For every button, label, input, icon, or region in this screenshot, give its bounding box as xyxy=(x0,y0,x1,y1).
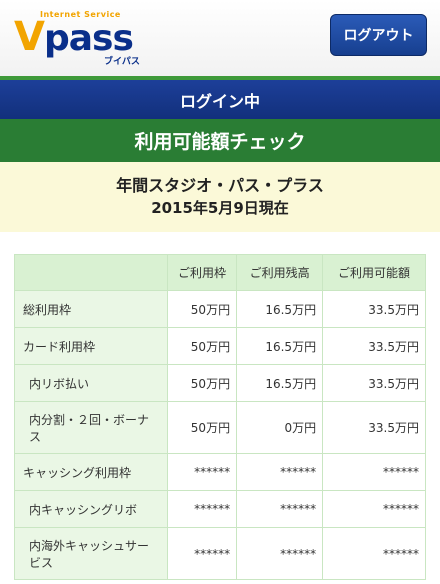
row-label: 総利用枠 xyxy=(14,290,168,328)
page-title-bar: 利用可能額チェック xyxy=(0,119,440,162)
row-label: カード利用枠 xyxy=(14,327,168,365)
cell-value: ****** xyxy=(166,453,238,491)
cell-value: ****** xyxy=(166,490,238,528)
logout-button[interactable]: ログアウト xyxy=(330,14,427,56)
logo-pass: pass xyxy=(43,18,134,59)
vpass-logo[interactable]: Internet Service Vpass ブイパス xyxy=(14,8,154,68)
cell-value: ****** xyxy=(236,490,324,528)
card-info: 年間スタジオ・パス・プラス 2015年5月9日現在 xyxy=(0,162,440,232)
cell-value: ****** xyxy=(322,527,426,580)
cell-value: 33.5万円 xyxy=(322,327,426,365)
as-of-date: 2015年5月9日現在 xyxy=(151,199,289,217)
cell-value: 16.5万円 xyxy=(236,364,324,402)
login-status-text: ログイン中 xyxy=(179,91,260,111)
row-label: 内リボ払い xyxy=(14,364,168,402)
cell-value: 33.5万円 xyxy=(322,290,426,328)
cell-value: 33.5万円 xyxy=(322,401,426,454)
cell-value: ****** xyxy=(236,527,324,580)
cell-value: 50万円 xyxy=(166,401,238,454)
table-row: 内キャッシングリボ ****** ****** ****** xyxy=(14,490,426,528)
logo-tagline: Internet Service xyxy=(40,10,121,19)
column-header: ご利用残高 xyxy=(236,254,324,291)
app-header: Internet Service Vpass ブイパス ログアウト xyxy=(0,0,440,76)
page-title: 利用可能額チェック xyxy=(134,131,306,153)
cell-value: ****** xyxy=(322,490,426,528)
cell-value: 0万円 xyxy=(236,401,324,454)
cell-value: ****** xyxy=(166,527,238,580)
header-divider xyxy=(0,76,440,80)
table-corner-cell xyxy=(14,254,168,291)
card-name: 年間スタジオ・パス・プラス xyxy=(116,176,324,195)
cell-value: 16.5万円 xyxy=(236,327,324,365)
cell-value: 33.5万円 xyxy=(322,364,426,402)
limits-table: ご利用枠 ご利用残高 ご利用可能額 総利用枠 50万円 16.5万円 33.5万… xyxy=(14,254,426,580)
table-header-row: ご利用枠 ご利用残高 ご利用可能額 xyxy=(14,254,426,291)
cell-value: 50万円 xyxy=(166,327,238,365)
table-row: 総利用枠 50万円 16.5万円 33.5万円 xyxy=(14,290,426,328)
cell-value: ****** xyxy=(322,453,426,491)
login-status-bar: ログイン中 xyxy=(0,80,440,119)
cell-value: 50万円 xyxy=(166,364,238,402)
table-row: カード利用枠 50万円 16.5万円 33.5万円 xyxy=(14,327,426,365)
table-row: 内リボ払い 50万円 16.5万円 33.5万円 xyxy=(14,364,426,402)
cell-value: ****** xyxy=(236,453,324,491)
row-label: キャッシング利用枠 xyxy=(14,453,168,491)
logo-wordmark: Vpass xyxy=(14,14,134,60)
logo-kana: ブイパス xyxy=(104,57,140,67)
cell-value: 50万円 xyxy=(166,290,238,328)
column-header: ご利用可能額 xyxy=(322,254,426,291)
column-header: ご利用枠 xyxy=(166,254,238,291)
table-row: 内分割・２回・ボーナス 50万円 0万円 33.5万円 xyxy=(14,401,426,454)
table-row: キャッシング利用枠 ****** ****** ****** xyxy=(14,453,426,491)
table-row: 内海外キャッシュサービス ****** ****** ****** xyxy=(14,527,426,580)
row-label: 内分割・２回・ボーナス xyxy=(14,401,168,454)
logo-v: V xyxy=(14,14,45,60)
cell-value: 16.5万円 xyxy=(236,290,324,328)
row-label: 内キャッシングリボ xyxy=(14,490,168,528)
row-label: 内海外キャッシュサービス xyxy=(14,527,168,580)
